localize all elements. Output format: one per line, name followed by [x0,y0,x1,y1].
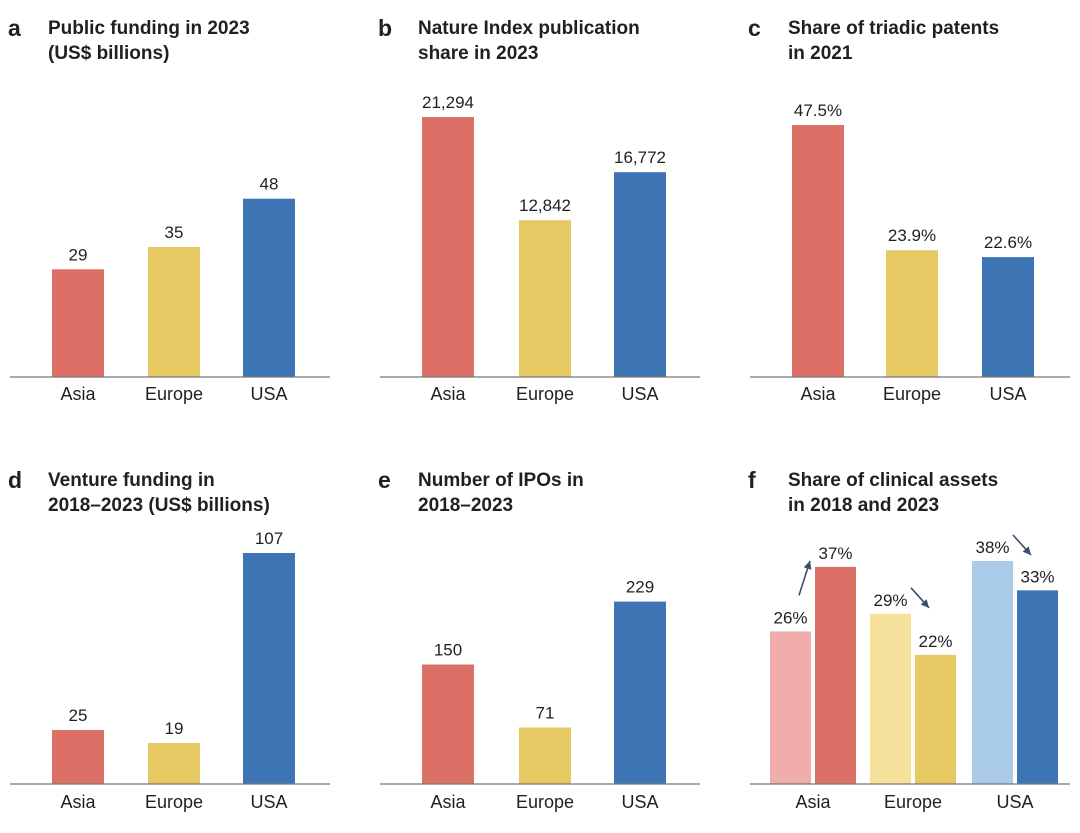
chart-panel-d: d Venture funding in 2018–2023 (US$ billio… [8,467,330,812]
value-label: 29% [873,591,907,610]
bar-usa [243,553,295,784]
panel-title-line: Share of clinical assets [788,470,998,491]
x-tick-label: Asia [800,384,836,404]
value-label: 71 [536,703,555,722]
bar-asia [52,269,104,377]
value-label: 47.5% [794,101,842,120]
trend-arrow-down-icon [1012,534,1032,556]
value-label: 38% [975,538,1009,557]
panel-letter: e [378,467,391,493]
panel-title-line: Nature Index publication [418,18,640,39]
chart-panel-f: f Share of clinical assets in 2018 and 202… [748,467,1070,812]
x-tick-label: USA [250,384,287,404]
x-tick-label: Europe [883,384,941,404]
bar-europe [148,247,200,377]
x-tick-label: Europe [145,792,203,812]
bar-usa [614,601,666,784]
panel-title-line: 2018–2023 [418,495,513,516]
panel-title-line: Public funding in 2023 [48,18,250,39]
panel-title-line: in 2018 and 2023 [788,495,939,516]
chart-panel-b: b Nature Index publication share in 2023 21… [378,15,700,404]
x-tick-label: Europe [516,792,574,812]
x-tick-label: USA [621,384,658,404]
value-label: 16,772 [614,148,666,167]
chart-panel-c: c Share of triadic patents in 2021 47.5% 23.… [748,15,1070,404]
bar-usa [982,257,1034,377]
bar-europe [519,727,571,784]
value-label: 22% [918,632,952,651]
value-label: 150 [434,641,462,660]
bar-asia-series-2 [815,566,856,784]
value-label: 29 [69,245,88,264]
panel-letter: d [8,467,22,493]
bar-asia [422,117,474,377]
bar-europe-series-2 [915,654,956,784]
chart-panel-e: e Number of IPOs in 2018–2023 150 71 229 Asia E… [378,467,700,812]
value-label: 33% [1020,567,1054,586]
value-label: 26% [773,608,807,627]
panel-title-line: (US$ billions) [48,43,169,64]
bar-usa [243,198,295,377]
chart-panel-a: a Public funding in 2023 (US$ billions) 29 3… [8,15,330,404]
x-tick-label: Asia [430,792,466,812]
x-tick-label: Europe [145,384,203,404]
trend-arrow-down-icon [910,587,930,609]
bar-asia [792,125,844,377]
x-tick-label: Asia [60,384,96,404]
trend-arrow-up-icon [798,560,812,596]
bar-usa-series-1 [972,561,1013,784]
bar-asia-series-1 [770,631,811,784]
bar-asia [422,664,474,784]
value-label: 35 [165,223,184,242]
bar-europe [519,220,571,377]
bar-asia [52,730,104,784]
value-label: 22.6% [984,233,1032,252]
bar-europe [148,742,200,784]
value-label: 23.9% [888,226,936,245]
value-label: 12,842 [519,196,571,215]
bar-europe-series-1 [870,613,911,784]
value-label: 107 [255,529,283,548]
x-tick-label: Asia [795,792,831,812]
panel-letter: f [748,467,756,493]
value-label: 37% [818,544,852,563]
panel-title-line: share in 2023 [418,43,538,64]
x-tick-label: USA [996,792,1033,812]
x-tick-label: Asia [430,384,466,404]
x-tick-label: USA [250,792,287,812]
value-label: 21,294 [422,93,474,112]
value-label: 48 [260,175,279,194]
panel-title-line: Number of IPOs in [418,470,584,491]
x-tick-label: Asia [60,792,96,812]
panel-title-line: 2018–2023 (US$ billions) [48,495,270,516]
panel-letter: b [378,15,392,41]
value-label: 25 [69,706,88,725]
panel-letter: a [8,15,21,41]
panel-letter: c [748,15,761,41]
value-label: 229 [626,578,654,597]
x-tick-label: Europe [516,384,574,404]
bar-europe [886,250,938,377]
panel-title-line: Venture funding in [48,470,215,491]
x-tick-label: Europe [884,792,942,812]
panel-title-line: in 2021 [788,43,853,64]
value-label: 19 [165,719,184,738]
bar-usa [614,172,666,377]
x-tick-label: USA [989,384,1026,404]
panel-title-line: Share of triadic patents [788,18,999,39]
x-tick-label: USA [621,792,658,812]
bar-usa-series-2 [1017,590,1058,784]
